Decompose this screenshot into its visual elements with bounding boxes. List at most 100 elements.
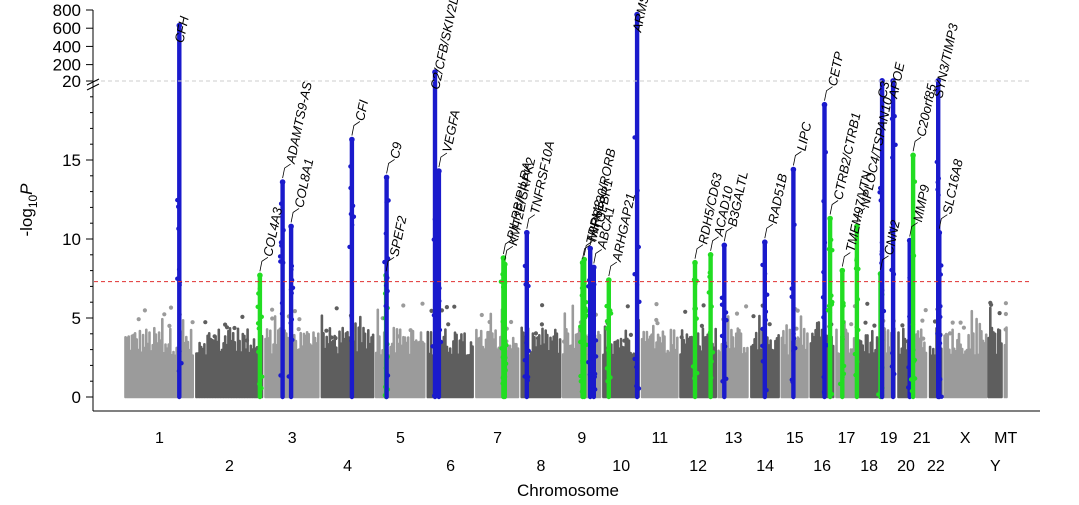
chromosome-band-X (943, 309, 988, 399)
gene-label-leader (880, 255, 889, 270)
snp-point (562, 339, 567, 344)
chromosome-band-Y (987, 306, 1003, 399)
locus-point (708, 345, 713, 351)
locus-point (694, 278, 699, 283)
chromosome-label: 2 (225, 458, 234, 475)
snp-point (162, 312, 167, 317)
snp-point (270, 316, 275, 321)
locus-point (707, 270, 712, 275)
chromosome-label: 11 (651, 430, 668, 447)
chromosome-label: MT (994, 430, 1017, 447)
snp-point (865, 301, 870, 306)
locus-point (289, 263, 295, 269)
locus-point (348, 211, 354, 217)
locus-peak-point (721, 242, 728, 249)
locus-point (176, 368, 182, 374)
y-tick-label: 10 (62, 230, 81, 249)
locus-point (791, 281, 796, 286)
locus-point (590, 387, 595, 393)
locus-point (878, 198, 883, 203)
locus-tnfrsf10a (522, 229, 531, 400)
snp-point (795, 308, 800, 313)
gene-label: SYN3/TIMP3 (930, 21, 961, 99)
locus-point (889, 227, 894, 233)
locus-peak-point (790, 166, 797, 173)
locus-point (693, 282, 698, 287)
locus-point (636, 244, 641, 250)
chromosome-label: 7 (493, 430, 502, 447)
locus-point (503, 368, 508, 374)
locus-point (383, 283, 389, 288)
locus-point (502, 374, 508, 380)
locus-peak-point (288, 223, 294, 230)
chromosome-band-11 (640, 324, 679, 399)
snp-point (232, 325, 237, 331)
chromosome-label: 22 (927, 458, 945, 475)
locus-peak-point (879, 78, 885, 84)
snp-point (1003, 311, 1009, 317)
snp-point (142, 308, 147, 313)
locus-point (855, 297, 861, 302)
locus-point (383, 303, 388, 309)
snp-point (190, 320, 195, 325)
locus-point (605, 379, 610, 384)
locus-point (436, 194, 441, 199)
locus-point (911, 359, 916, 364)
locus-point (605, 348, 611, 353)
gene-label: CETP (825, 50, 847, 87)
locus-point (763, 309, 769, 314)
snp-point (509, 319, 514, 325)
locus-point (706, 290, 711, 295)
locus-point (604, 319, 610, 324)
locus-point (584, 342, 589, 347)
gene-label-leader (290, 208, 300, 223)
locus-point (912, 179, 918, 184)
gene-label: APOE (885, 61, 907, 101)
snp-point (863, 320, 868, 325)
locus-peak-point (910, 152, 916, 159)
chromosome-points-Y (987, 300, 1003, 399)
locus-point (935, 180, 940, 185)
locus-point (890, 350, 895, 356)
locus-point (724, 376, 729, 381)
locus-point (260, 374, 265, 379)
y-axis-title-variable: P (17, 183, 36, 195)
locus-point (821, 269, 826, 275)
locus-point (259, 314, 264, 319)
locus-point (881, 308, 887, 314)
locus-point (579, 373, 585, 378)
locus-point (580, 358, 585, 364)
gene-label-leader (856, 208, 866, 223)
gene-label-leader (824, 86, 833, 101)
locus-point (604, 303, 609, 309)
chromosome-band-21 (915, 328, 928, 399)
locus-acad10 (706, 252, 716, 400)
locus-point (587, 352, 593, 357)
locus-point (892, 371, 897, 377)
chromosome-label: 21 (913, 430, 931, 447)
snp-point (767, 322, 772, 327)
y-tick-label: 600 (53, 19, 81, 38)
gene-label: VEGFA (439, 108, 463, 153)
chromosome-label: 6 (446, 458, 455, 475)
locus-point (760, 326, 765, 332)
y-tick-label: 800 (53, 1, 81, 20)
locus-point (791, 336, 797, 341)
snp-point (849, 322, 854, 327)
locus-point (524, 374, 529, 379)
locus-syn3-timp3 (934, 78, 943, 400)
gene-label-leader (723, 226, 733, 242)
y-axis-title-subscript: 10 (26, 194, 40, 208)
locus-point (350, 222, 355, 228)
locus-point (277, 254, 283, 259)
locus-point (385, 288, 390, 294)
snp-point (744, 304, 749, 309)
locus-point (278, 373, 283, 378)
locus-point (908, 377, 914, 382)
locus-point (853, 372, 858, 378)
snp-point (324, 328, 329, 333)
locus-c9 (382, 174, 391, 400)
gene-label-group: CFI (351, 98, 371, 136)
gene-label-group: C9 (386, 141, 405, 174)
